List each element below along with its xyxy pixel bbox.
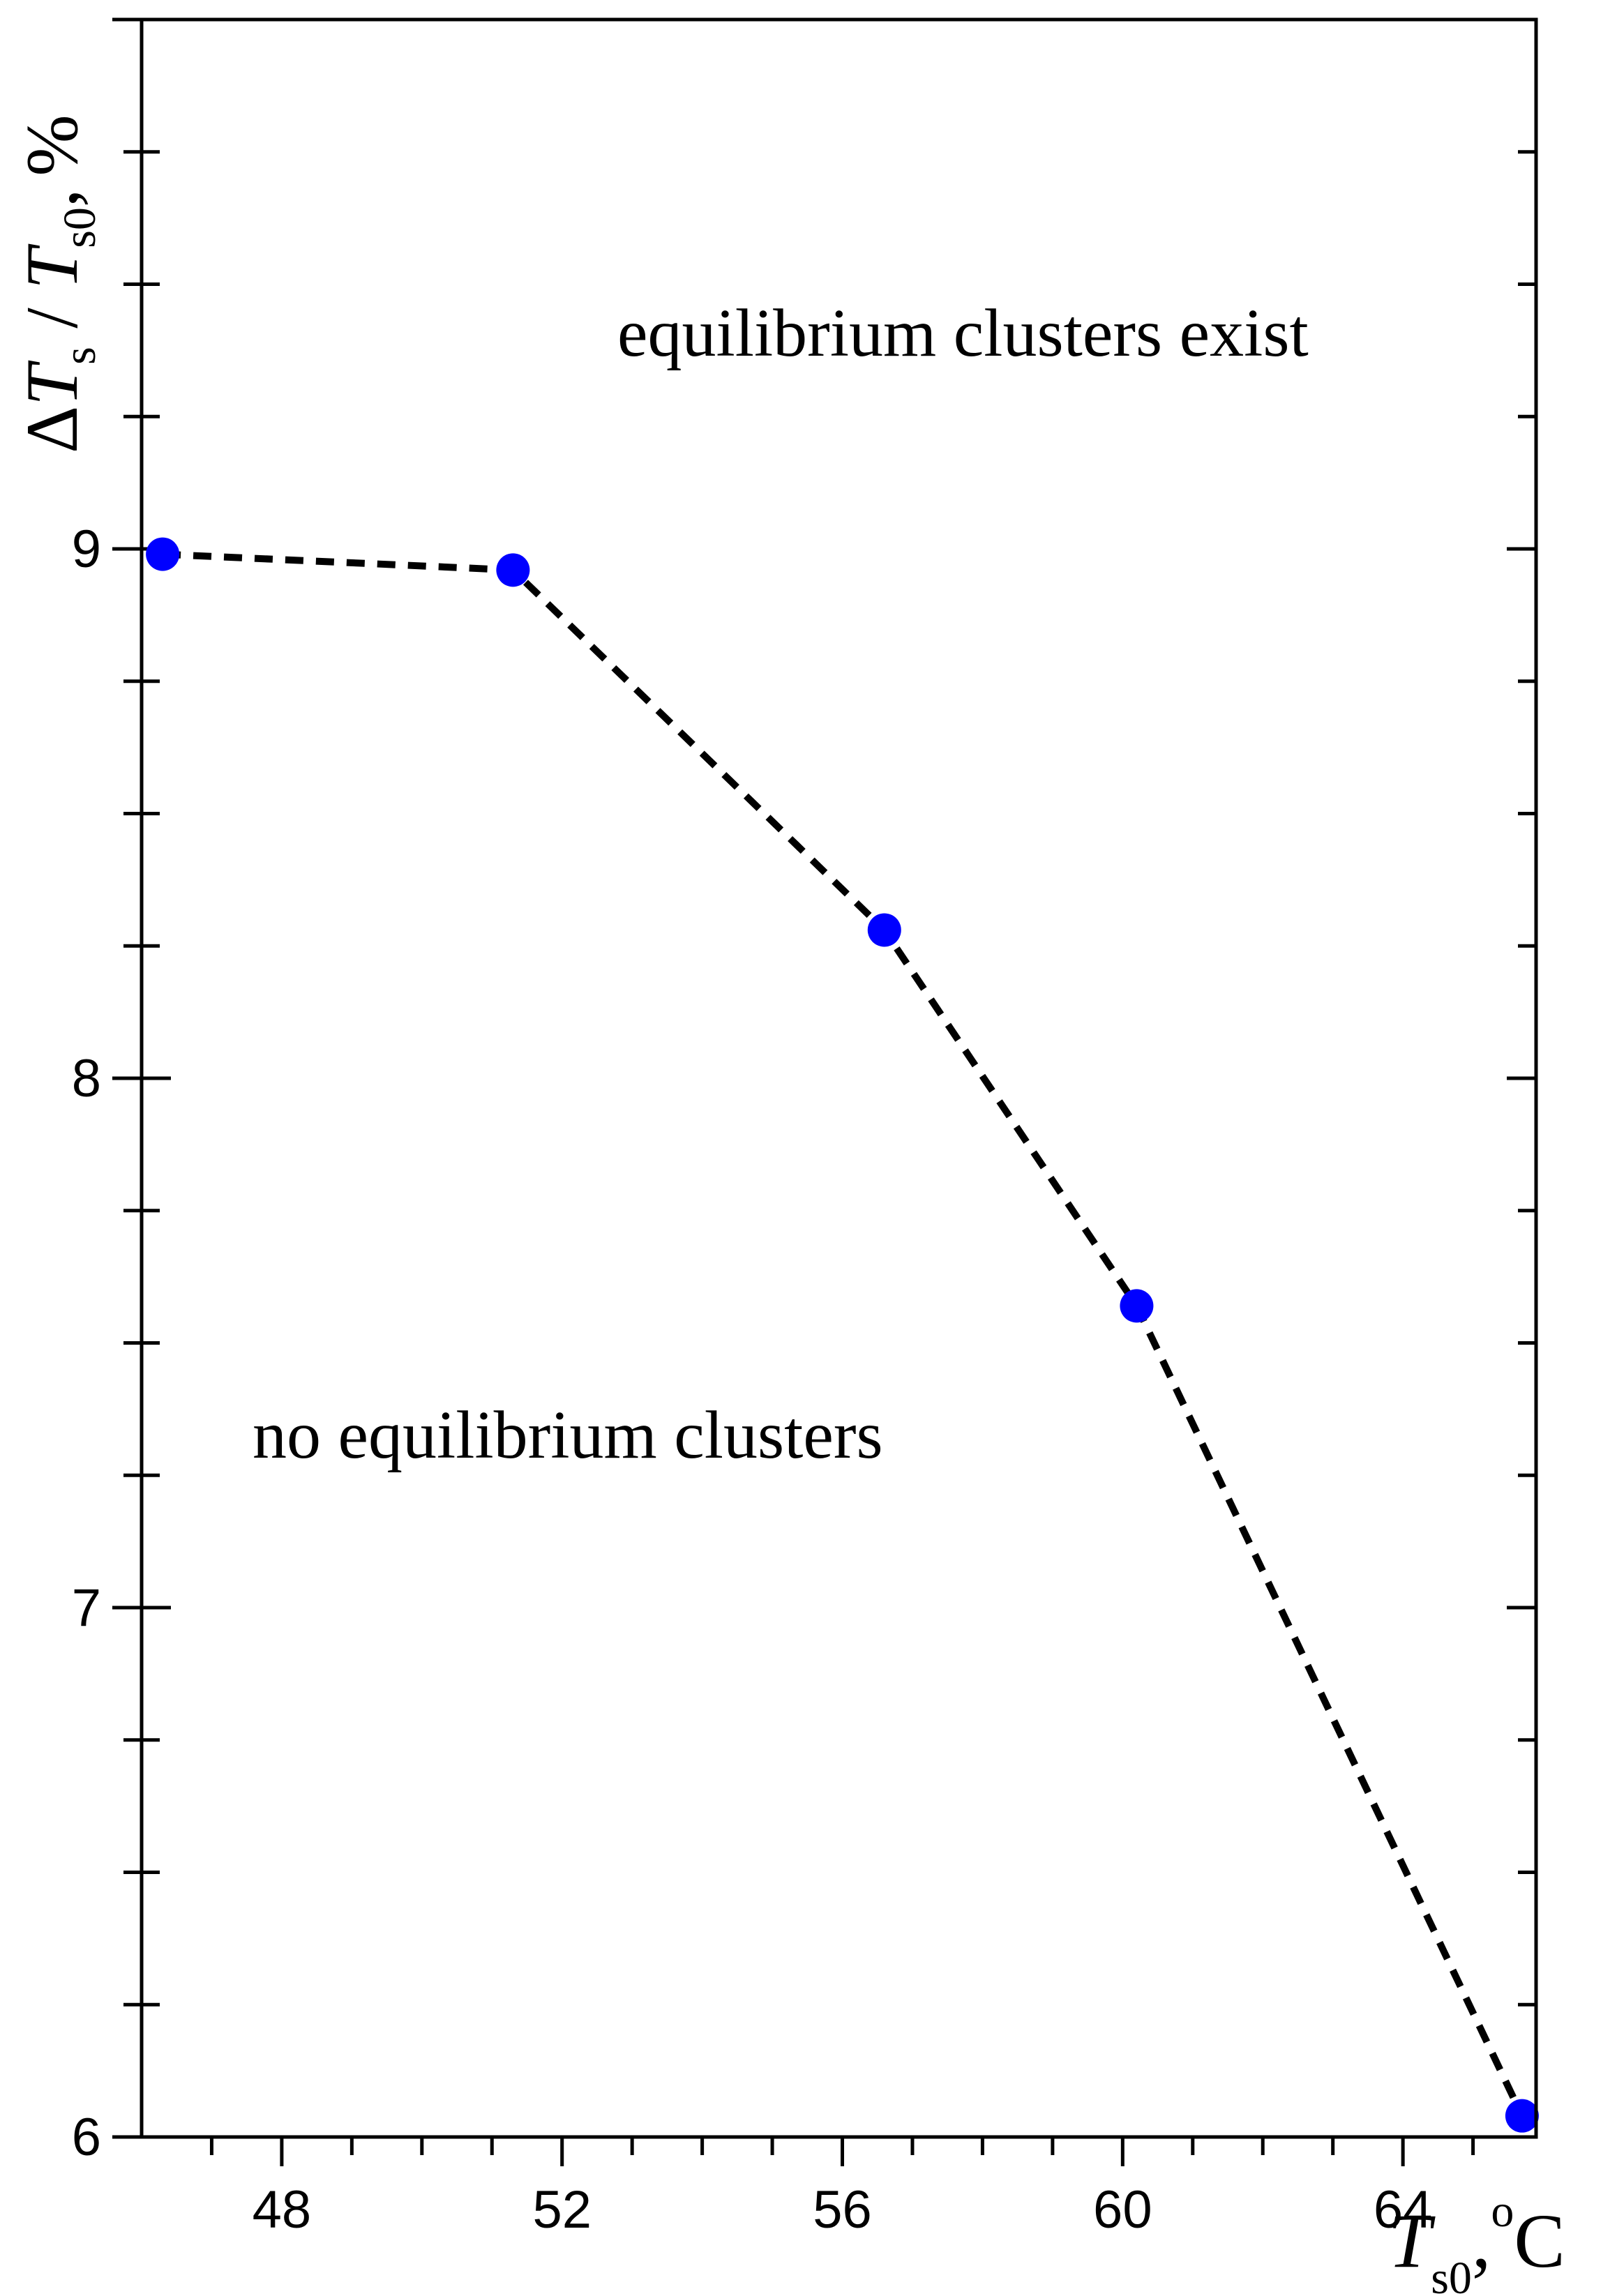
x-tick-label: 56: [813, 2180, 872, 2240]
x-axis-title: Ts0,oC: [1388, 2186, 1565, 2296]
x-tick-label: 60: [1093, 2180, 1152, 2240]
svg-text:Ts0,oC: Ts0,oC: [1388, 2186, 1565, 2296]
y-title-var2: T: [11, 243, 93, 289]
series-line: [162, 550, 1526, 2117]
y-tick-label: 6: [72, 2108, 101, 2167]
x-tick-label: 52: [532, 2180, 592, 2240]
axis-ticks: [112, 17, 1536, 2166]
y-title-sep: ,: [11, 189, 93, 208]
y-tick-label: 8: [72, 1049, 101, 1108]
y-axis-title: ΔTs / Ts0,%: [11, 114, 105, 453]
data-point: [146, 537, 180, 571]
x-title-var: T: [1388, 2198, 1436, 2283]
x-title-sup: o: [1491, 2186, 1514, 2237]
data-point: [867, 913, 901, 947]
data-point: [496, 553, 530, 587]
svg-text:ΔTs / Ts0,%: ΔTs / Ts0,%: [11, 114, 105, 453]
y-title-var1: T: [11, 360, 93, 406]
x-title-unit: C: [1514, 2198, 1565, 2283]
y-title-sub2: s0: [54, 207, 105, 248]
x-tick-label: 64: [1374, 2180, 1433, 2240]
annotation-upper: equilibrium clusters exist: [617, 296, 1309, 371]
y-title-delta: Δ: [11, 406, 93, 453]
data-point: [1505, 2099, 1539, 2133]
plot-frame: [140, 17, 1538, 2139]
x-tick-label: 48: [253, 2180, 312, 2240]
y-tick-label: 9: [72, 520, 101, 579]
data-points: [146, 537, 1539, 2133]
x-title-sub: s0: [1431, 2253, 1472, 2296]
y-title-unit: %: [11, 114, 93, 176]
y-tick-label: 7: [72, 1578, 101, 1638]
x-title-sep: ,: [1472, 2198, 1491, 2283]
annotation-lower: no equilibrium clusters: [253, 1398, 883, 1473]
data-point: [1120, 1289, 1154, 1323]
y-title-sub1: s: [54, 347, 105, 365]
tick-labels: 6 7 8 9 48 52 56 60 64: [72, 520, 1433, 2240]
y-title-slash: /: [11, 289, 93, 347]
